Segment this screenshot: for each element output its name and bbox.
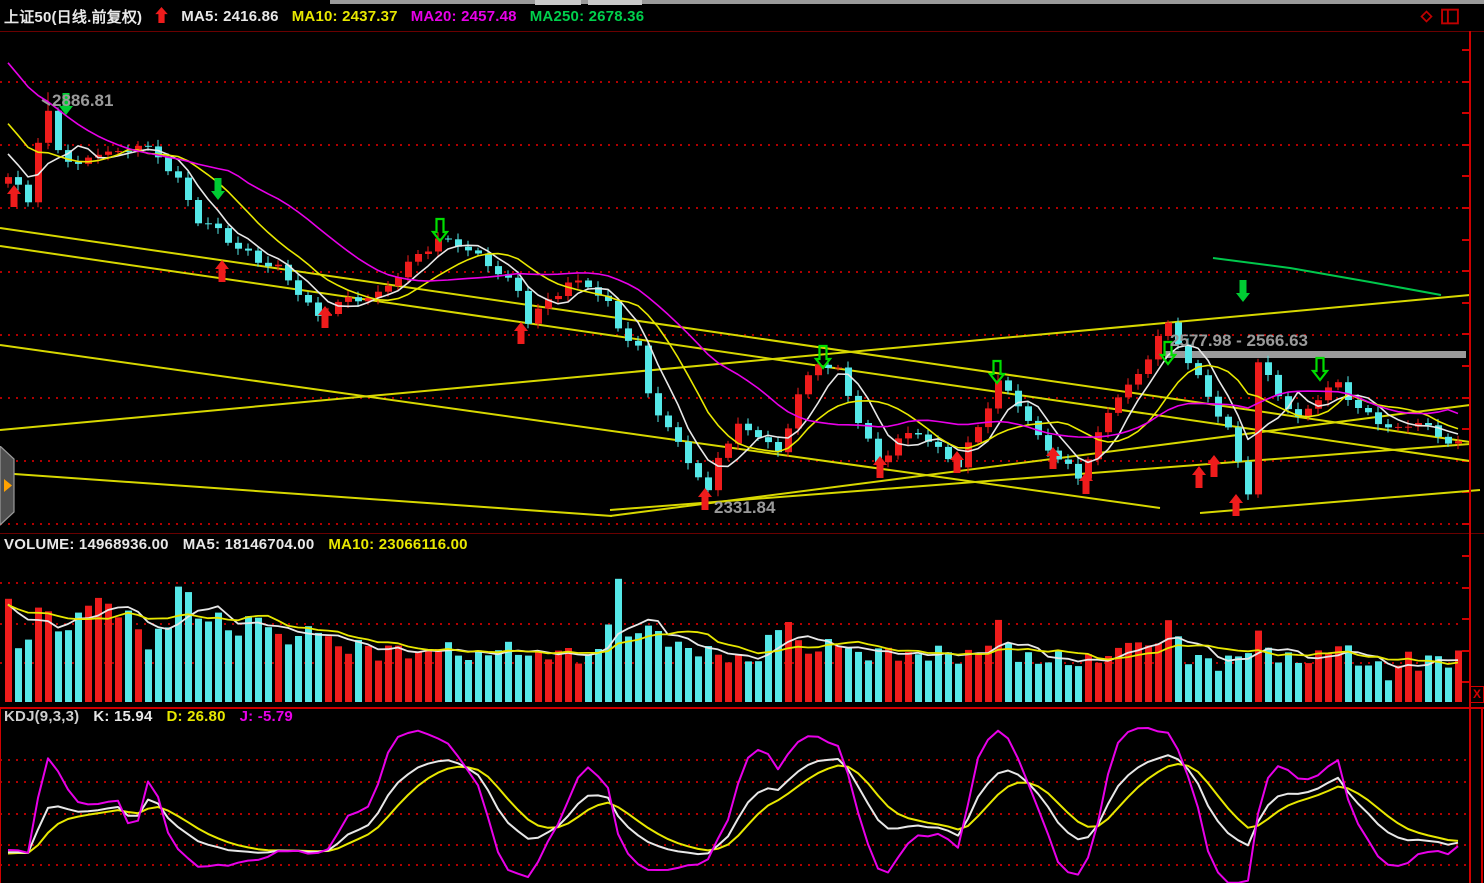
buy-arrow-icon <box>873 456 887 478</box>
kdj-k-value: K: 15.94 <box>93 708 153 725</box>
kdj-separator <box>0 707 1484 709</box>
up-arrow-icon <box>155 6 168 27</box>
kdj-chart[interactable] <box>0 709 1484 883</box>
buy-arrow-icon <box>1192 466 1206 488</box>
diamond-icon[interactable] <box>1418 8 1435 30</box>
kdj-left-border <box>0 709 1 883</box>
buy-arrow-icon <box>950 451 964 473</box>
sell-arrow-icon <box>1236 280 1250 302</box>
window-tab <box>588 0 642 5</box>
buy-arrow-icon <box>7 185 21 207</box>
chart-header: 上证50(日线.前复权) MA5: 2416.86 MA10: 2437.37 … <box>4 6 1484 27</box>
kdj-d-value: D: 26.80 <box>166 708 226 725</box>
buy-arrow-icon <box>1079 472 1093 494</box>
close-pane-button[interactable]: X <box>1470 686 1484 703</box>
buy-arrow-icon <box>514 322 528 344</box>
volume-value: VOLUME: 14968936.00 <box>4 536 169 553</box>
sell-hollow-arrow-icon <box>430 217 450 243</box>
split-pane-icon[interactable] <box>1441 8 1460 30</box>
ma10-value: MA10: 2437.37 <box>291 8 398 25</box>
sell-hollow-arrow-icon <box>1158 340 1178 366</box>
kdj-name: KDJ(9,3,3) <box>4 708 80 725</box>
high-price-label: 2886.81 <box>52 91 113 110</box>
sidebar-handle[interactable] <box>0 445 16 531</box>
buy-arrow-icon <box>698 488 712 510</box>
sell-hollow-arrow-icon <box>987 359 1007 385</box>
ma5-value: MA5: 2416.86 <box>181 8 279 25</box>
volume-ma10-value: MA10: 23066116.00 <box>328 536 468 553</box>
volume-chart[interactable] <box>0 533 1484 707</box>
low-price-label: 2331.84 <box>714 498 776 517</box>
ma20-value: MA20: 2457.48 <box>410 8 517 25</box>
kdj-outer-border <box>1481 709 1483 883</box>
volume-separator <box>0 533 1484 534</box>
kdj-j-value: J: -5.79 <box>239 708 293 725</box>
price-axis-line <box>1469 31 1471 707</box>
window-top-border <box>330 0 1484 4</box>
sell-arrow-icon <box>59 93 73 115</box>
volume-header: VOLUME: 14968936.00 MA5: 18146704.00 MA1… <box>4 536 1484 553</box>
ma250-value: MA250: 2678.36 <box>529 8 645 25</box>
sell-hollow-arrow-icon <box>813 344 833 370</box>
header-separator <box>0 31 1484 32</box>
buy-arrow-icon <box>1046 447 1060 469</box>
kdj-header: KDJ(9,3,3) K: 15.94 D: 26.80 J: -5.79 <box>4 708 1484 725</box>
volume-ma5-value: MA5: 18146704.00 <box>182 536 315 553</box>
buy-arrow-icon <box>1229 494 1243 516</box>
symbol-title: 上证50(日线.前复权) <box>4 9 143 26</box>
candlestick-chart[interactable]: 2886.81 2331.84 2577.98 - 2566.63 <box>0 30 1484 533</box>
window-tab <box>535 0 581 5</box>
buy-arrow-icon <box>215 260 229 282</box>
buy-arrow-icon <box>318 306 332 328</box>
sell-arrow-icon <box>211 178 225 200</box>
kdj-axis-line <box>1469 709 1471 883</box>
handle-arrow-icon <box>4 479 12 492</box>
sell-hollow-arrow-icon <box>1310 356 1330 382</box>
gap-range-label: 2577.98 - 2566.63 <box>1170 331 1308 350</box>
buy-arrow-icon <box>1207 455 1221 477</box>
